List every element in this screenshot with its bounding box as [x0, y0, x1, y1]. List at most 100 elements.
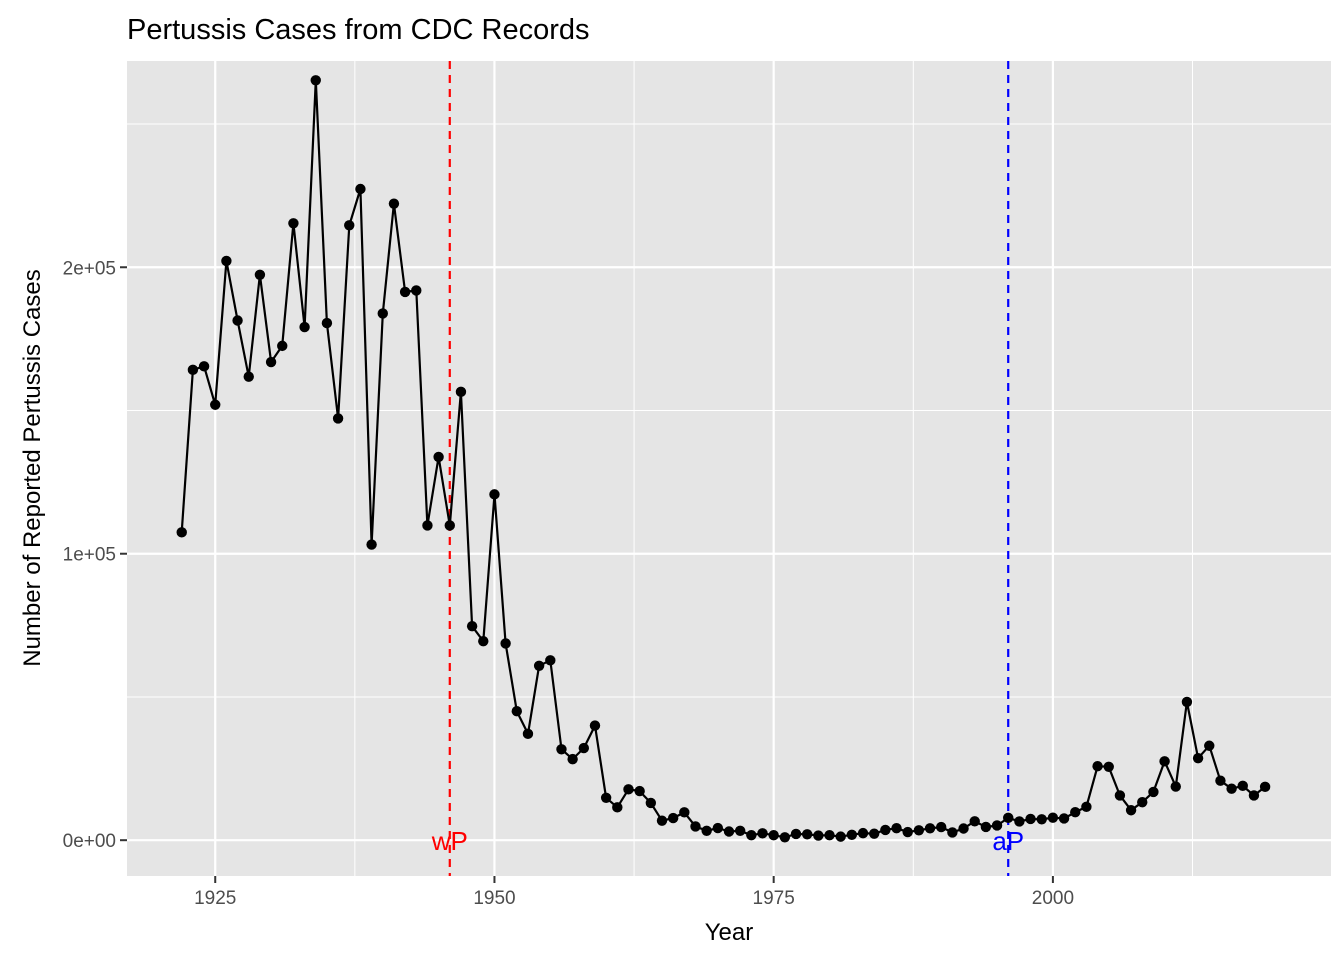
- data-point: [433, 451, 444, 463]
- data-point: [210, 399, 221, 410]
- data-point: [779, 832, 791, 843]
- data-point: [522, 728, 534, 740]
- data-point: [489, 489, 500, 500]
- data-point: [835, 831, 846, 842]
- y-tick-label: 0e+00: [63, 831, 116, 852]
- data-point: [511, 705, 522, 717]
- data-point: [176, 527, 187, 538]
- data-point: [1125, 805, 1137, 816]
- data-point: [1014, 816, 1025, 827]
- data-point: [444, 520, 455, 531]
- y-tick-label: 1e+05: [63, 545, 116, 566]
- data-point: [254, 269, 266, 280]
- data-point: [679, 807, 690, 818]
- data-point: [913, 825, 925, 836]
- data-point: [399, 286, 411, 298]
- data-point: [567, 753, 578, 765]
- data-point: [612, 802, 623, 813]
- data-point: [958, 823, 969, 834]
- data-point: [1047, 812, 1059, 823]
- data-point: [589, 720, 601, 731]
- data-point: [857, 827, 869, 839]
- panel-background: [127, 61, 1331, 876]
- data-point: [746, 829, 757, 841]
- vline-label-wP: wP: [431, 826, 468, 856]
- data-point: [690, 821, 701, 832]
- data-point: [545, 655, 556, 666]
- data-point: [377, 308, 388, 319]
- series-layer: [176, 75, 1271, 843]
- data-point: [422, 520, 433, 531]
- data-point: [1081, 801, 1092, 813]
- data-point: [310, 75, 321, 86]
- axis-layer: 1925 1950 1975 2000 0e+00 1e+05 2e+05: [63, 258, 1074, 909]
- data-point: [723, 826, 735, 837]
- data-point: [936, 821, 947, 833]
- data-point: [734, 825, 746, 836]
- data-point: [1092, 761, 1103, 772]
- data-point: [902, 826, 913, 838]
- data-point: [556, 744, 567, 755]
- data-point: [355, 183, 366, 195]
- data-point: [533, 660, 545, 671]
- vaccine-lines: wP aP: [431, 61, 1024, 876]
- grid-lines: [127, 61, 1331, 876]
- x-axis-label: Year: [705, 919, 754, 946]
- data-point: [634, 785, 645, 797]
- x-tick-label: 1950: [473, 888, 515, 909]
- data-point: [813, 830, 824, 841]
- data-point: [243, 371, 254, 382]
- data-point: [578, 742, 590, 754]
- data-point: [1170, 781, 1181, 792]
- data-point: [623, 784, 634, 795]
- data-point: [701, 825, 712, 836]
- data-point: [924, 823, 936, 834]
- data-point: [1058, 813, 1070, 824]
- data-point: [1025, 813, 1036, 825]
- data-point: [221, 255, 232, 267]
- data-point: [277, 340, 288, 352]
- data-point: [321, 317, 333, 329]
- data-point: [1159, 756, 1170, 767]
- data-point: [969, 816, 980, 827]
- data-point: [1003, 812, 1014, 824]
- data-point: [366, 539, 377, 550]
- data-point: [891, 822, 902, 834]
- data-point: [1036, 814, 1047, 825]
- data-point: [1226, 783, 1237, 794]
- data-point: [1114, 790, 1126, 801]
- x-tick-label: 1925: [194, 888, 236, 909]
- data-point: [466, 620, 478, 632]
- data-point: [757, 828, 768, 839]
- y-axis-label: Number of Reported Pertussis Cases: [19, 269, 46, 667]
- data-point: [768, 830, 779, 841]
- data-point: [1192, 752, 1204, 764]
- data-point: [455, 386, 467, 398]
- data-point: [645, 797, 657, 809]
- data-point: [187, 364, 199, 376]
- data-point: [991, 820, 1003, 831]
- data-point: [1137, 796, 1148, 808]
- data-point: [411, 285, 422, 296]
- data-point: [265, 356, 277, 368]
- data-point: [1215, 775, 1226, 786]
- data-point: [1103, 761, 1114, 773]
- vline-label-aP: aP: [992, 826, 1024, 856]
- data-point: [1259, 781, 1271, 793]
- plot-panel: [127, 61, 1331, 876]
- data-point: [232, 315, 243, 326]
- data-point: [299, 321, 310, 333]
- data-point: [846, 829, 858, 840]
- data-point: [1070, 807, 1081, 818]
- data-point: [344, 220, 355, 231]
- data-point: [600, 792, 612, 803]
- data-point: [947, 827, 958, 838]
- data-point: [1237, 780, 1248, 792]
- data-point: [478, 635, 489, 647]
- data-point: [712, 822, 724, 834]
- data-point: [388, 198, 400, 209]
- chart-title: Pertussis Cases from CDC Records: [127, 14, 590, 46]
- data-point: [332, 413, 344, 424]
- y-tick-label: 2e+05: [63, 258, 116, 279]
